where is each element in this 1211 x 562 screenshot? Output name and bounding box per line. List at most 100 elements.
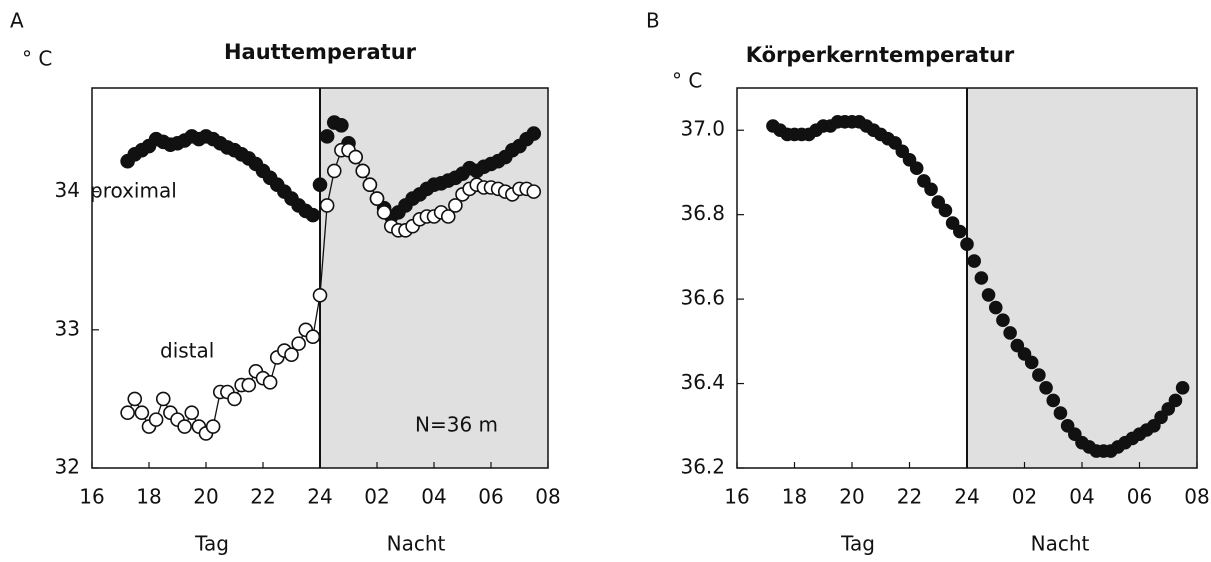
data-point: [1161, 402, 1176, 416]
x-axis-label: Tag: [840, 532, 875, 556]
panel-letter: A: [10, 9, 24, 33]
data-point: [1068, 427, 1082, 442]
data-point: [1175, 380, 1190, 395]
data-point: [960, 237, 974, 252]
data-point: [312, 177, 328, 193]
data-point: [148, 412, 164, 427]
panel-letter: B: [646, 9, 660, 33]
data-point: [334, 118, 349, 133]
data-point: [924, 182, 938, 197]
data-point: [1154, 410, 1168, 425]
data-point: [895, 144, 910, 159]
x-tick-label: 20: [839, 485, 864, 509]
x-axis-label: Tag: [194, 532, 229, 556]
x-tick-label: 02: [1012, 485, 1037, 509]
y-unit: ° C: [672, 69, 702, 93]
data-point: [1010, 338, 1025, 353]
data-point: [967, 254, 981, 268]
data-point: [974, 271, 989, 285]
data-point: [205, 419, 221, 434]
annotation: distal: [160, 339, 214, 363]
data-point: [355, 163, 371, 179]
data-point: [526, 126, 542, 141]
data-point: [1053, 406, 1068, 420]
data-point: [120, 405, 135, 421]
data-point: [262, 375, 278, 390]
data-point: [938, 203, 953, 218]
x-axis-label: Nacht: [387, 532, 446, 556]
data-point: [988, 300, 1003, 315]
y-tick-label: 36.8: [680, 201, 725, 225]
data-point: [227, 391, 242, 407]
x-tick-label: 18: [782, 485, 807, 509]
data-point: [909, 161, 924, 176]
y-tick-label: 36.4: [680, 370, 725, 394]
data-point: [362, 177, 378, 193]
data-point: [1032, 368, 1046, 382]
data-point: [1147, 418, 1161, 433]
data-point: [369, 191, 385, 206]
data-point: [134, 405, 150, 421]
x-tick-label: 18: [136, 485, 161, 509]
data-point: [319, 129, 335, 144]
data-point: [319, 198, 335, 213]
data-point: [291, 336, 306, 351]
x-tick-label: 24: [307, 485, 332, 509]
data-point: [376, 205, 392, 220]
data-point: [448, 198, 463, 213]
data-point: [440, 209, 456, 224]
data-point: [155, 391, 171, 407]
data-point: [326, 163, 342, 179]
x-tick-label: 24: [954, 485, 979, 509]
y-tick-label: 34: [55, 178, 80, 202]
data-point: [1003, 326, 1017, 340]
data-point: [305, 207, 321, 223]
data-point: [1060, 418, 1075, 433]
data-point: [284, 347, 299, 362]
data-point: [177, 419, 192, 434]
data-point: [888, 136, 902, 150]
data-point: [917, 174, 931, 188]
annotation: proximal: [90, 179, 177, 203]
y-tick-label: 36.6: [680, 286, 725, 310]
x-tick-label: 08: [1184, 485, 1209, 509]
x-tick-label: 16: [79, 485, 104, 509]
x-tick-label: 20: [193, 485, 218, 509]
y-unit: ° C: [22, 47, 52, 71]
data-point: [1039, 380, 1053, 395]
x-tick-label: 08: [535, 485, 560, 509]
x-tick-label: 02: [364, 485, 389, 509]
x-axis-label: Nacht: [1031, 532, 1090, 556]
x-tick-label: 16: [724, 485, 749, 509]
data-point: [931, 195, 946, 209]
y-tick-label: 32: [55, 455, 80, 479]
chart-title: Körperkerntemperatur: [746, 43, 1015, 67]
data-point: [902, 152, 917, 167]
data-point: [1168, 393, 1183, 408]
y-tick-label: 37.0: [680, 117, 725, 141]
data-point: [348, 149, 363, 165]
data-point: [241, 377, 257, 393]
data-point: [1024, 355, 1039, 370]
x-tick-label: 06: [478, 485, 503, 509]
chart-title: Hauttemperatur: [224, 40, 417, 64]
x-tick-label: 06: [1127, 485, 1152, 509]
data-point: [996, 313, 1010, 328]
data-point: [305, 329, 321, 345]
data-point: [945, 216, 960, 230]
data-point: [127, 391, 143, 407]
x-tick-label: 04: [1069, 485, 1094, 509]
data-point: [526, 184, 542, 199]
data-point: [981, 288, 996, 302]
x-tick-label: 22: [897, 485, 922, 509]
y-tick-label: 33: [55, 316, 80, 340]
data-point: [312, 287, 328, 303]
y-tick-label: 36.2: [680, 455, 725, 479]
data-point: [1046, 393, 1061, 408]
data-point: [184, 405, 200, 421]
x-tick-label: 22: [250, 485, 275, 509]
data-point: [953, 224, 967, 239]
annotation: N=36 m: [415, 413, 498, 437]
data-point: [1017, 347, 1032, 361]
